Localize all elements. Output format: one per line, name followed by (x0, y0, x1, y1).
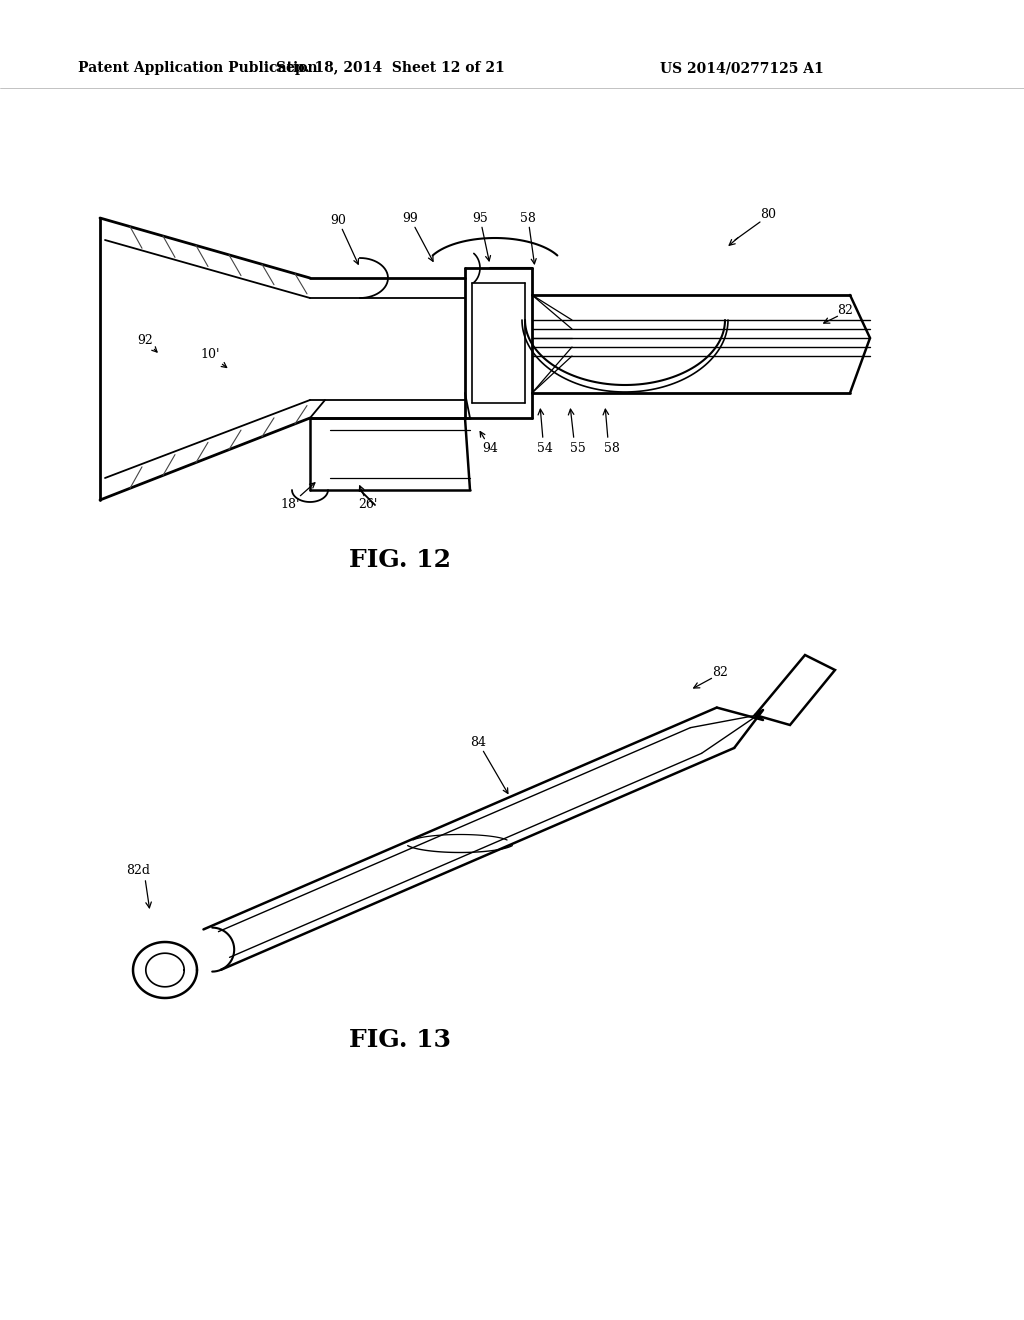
Text: 58: 58 (520, 211, 537, 264)
Text: Patent Application Publication: Patent Application Publication (78, 61, 317, 75)
Text: FIG. 12: FIG. 12 (349, 548, 451, 572)
Text: 82d: 82d (126, 863, 150, 876)
Text: 18': 18' (281, 483, 315, 511)
Text: 94: 94 (480, 432, 498, 454)
Text: 99: 99 (402, 211, 433, 261)
Text: 55: 55 (570, 441, 586, 454)
Text: 95: 95 (472, 211, 490, 261)
Text: 54: 54 (537, 441, 553, 454)
Text: 10': 10' (201, 348, 226, 367)
Text: 82: 82 (712, 665, 728, 678)
Text: 82: 82 (837, 304, 853, 317)
Text: FIG. 13: FIG. 13 (349, 1028, 451, 1052)
Text: Sep. 18, 2014  Sheet 12 of 21: Sep. 18, 2014 Sheet 12 of 21 (275, 61, 505, 75)
Text: 90: 90 (330, 214, 358, 264)
Text: US 2014/0277125 A1: US 2014/0277125 A1 (660, 61, 823, 75)
Text: 92: 92 (137, 334, 157, 352)
Text: 26': 26' (358, 486, 378, 511)
Text: 58: 58 (604, 441, 620, 454)
Text: 80: 80 (760, 209, 776, 222)
Text: 84: 84 (470, 735, 508, 793)
